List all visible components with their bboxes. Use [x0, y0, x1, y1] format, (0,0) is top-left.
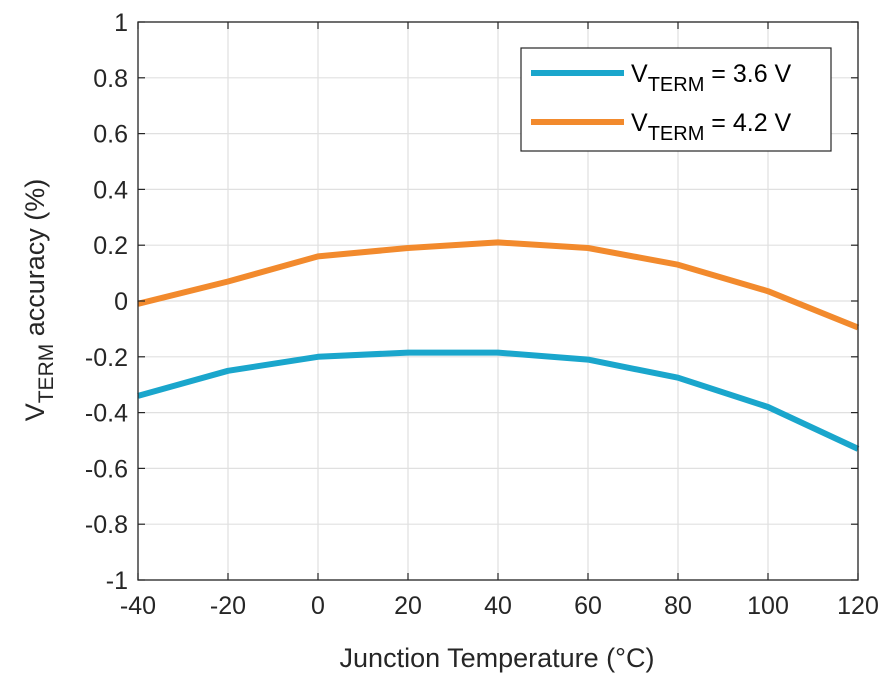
- y-tick-label: -0.4: [85, 400, 128, 428]
- x-tick-label: -20: [210, 592, 246, 620]
- x-tick-label: 120: [837, 592, 879, 620]
- x-tick-label: 60: [574, 592, 602, 620]
- legend: VTERM = 3.6 V VTERM = 4.2 V: [520, 47, 832, 152]
- y-axis-label: VTERM accuracy (%): [20, 179, 58, 422]
- legend-label-series-1: VTERM = 3.6 V: [631, 60, 792, 96]
- x-axis-label: Junction Temperature (°C): [340, 643, 655, 673]
- x-tick-labels: -40 -20 0 20 40 60 80 100 120: [120, 592, 879, 620]
- series-lines: [137, 239, 860, 452]
- axis-ticks: [137, 21, 859, 581]
- y-tick-label: 0.2: [93, 232, 128, 260]
- y-tick-labels: 1 0.8 0.6 0.4 0.2 0 -0.2 -0.4 -0.6 -0.8 -1: [85, 9, 128, 595]
- x-tick-label: 40: [484, 592, 512, 620]
- x-tick-label: 100: [747, 592, 789, 620]
- legend-label-series-2: VTERM = 4.2 V: [631, 109, 792, 145]
- y-tick-label: -0.2: [85, 344, 128, 372]
- y-tick-label: 0.8: [93, 65, 128, 93]
- legend-box: [520, 47, 832, 152]
- y-tick-label: 0.4: [93, 176, 128, 204]
- y-tick-label: -1: [106, 567, 128, 595]
- y-tick-label: 1: [114, 9, 128, 37]
- series-line-2: [137, 239, 860, 331]
- y-tick-label: 0.6: [93, 121, 128, 149]
- x-tick-label: 80: [664, 592, 692, 620]
- x-tick-label: -40: [120, 592, 156, 620]
- y-tick-label: -0.8: [85, 511, 128, 539]
- series-line-1: [137, 349, 860, 452]
- x-tick-label: 0: [311, 592, 325, 620]
- y-tick-label: 0: [114, 288, 128, 316]
- x-tick-label: 20: [394, 592, 422, 620]
- y-tick-label: -0.6: [85, 455, 128, 483]
